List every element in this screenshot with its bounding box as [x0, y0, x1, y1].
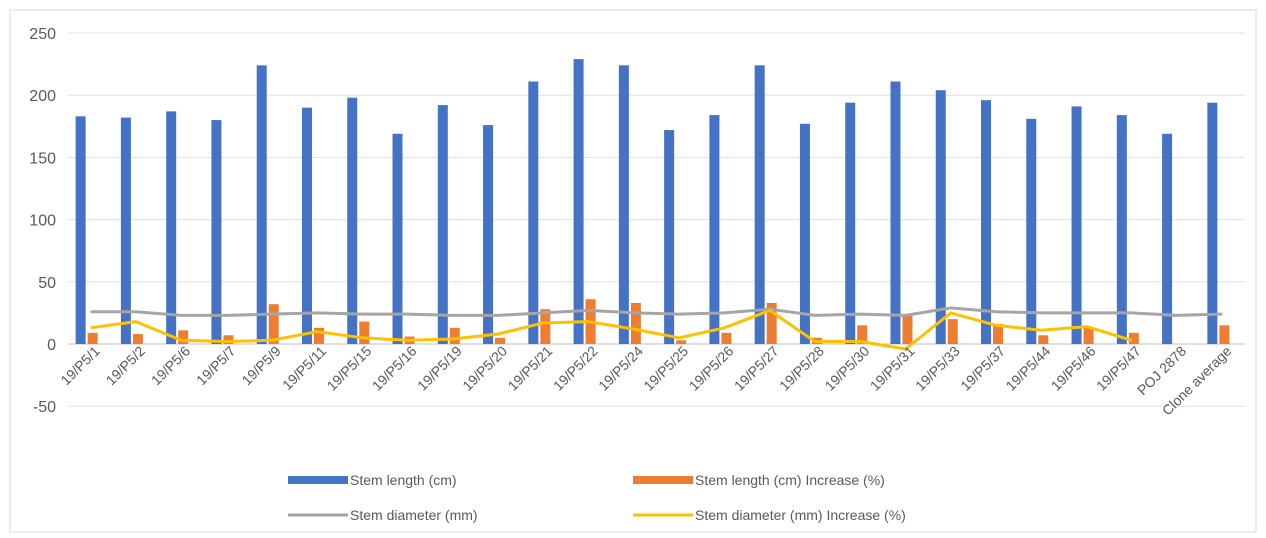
stem-length-increase-bar-2: [132, 334, 143, 344]
legend-item-stem-diameter-increase: Stem diameter (mm) Increase (%): [633, 507, 906, 523]
y-tick-label: 250: [29, 26, 56, 43]
chart-area: [9, 9, 1257, 533]
stem-length-bar-6: [301, 107, 312, 344]
stem-length-bar-25: [1162, 133, 1173, 344]
stem-length-increase-bar-7: [359, 321, 370, 344]
stem-length-increase-bar-14: [676, 340, 687, 344]
stem-length-bar-3: [166, 111, 177, 344]
stem-length-bar-23: [1071, 106, 1082, 345]
stem-length-bar-26: [1207, 102, 1218, 344]
stem-length-bar-16: [754, 65, 765, 345]
stem-length-increase-bar-4: [223, 335, 234, 344]
stem-length-bar-21: [981, 100, 992, 345]
stem-length-bar-17: [799, 123, 810, 344]
stem-length-increase-bar-9: [449, 327, 460, 344]
stem-length-increase-bar-19: [902, 315, 913, 344]
stem-diameter-line: [90, 306, 1223, 317]
stem-length-increase-bar-6: [313, 327, 324, 344]
stem-length-bar-19: [890, 81, 901, 345]
stem-length-bar-15: [709, 115, 720, 344]
legend-item-stem-diameter: Stem diameter (mm): [288, 507, 478, 523]
stem-length-increase-bar-18: [857, 325, 868, 344]
y-tick-label: 100: [29, 213, 56, 230]
stem-length-increase-bar-1: [87, 332, 98, 344]
stem-length-increase-bar-5: [268, 304, 279, 344]
stem-length-bar-8: [392, 133, 403, 344]
legend-swatch-stem-length-increase: [633, 476, 693, 484]
stem-length-increase-bar-21: [993, 324, 1004, 344]
stem-diameter-increase-line: [90, 308, 1133, 351]
stem-length-bar-18: [845, 102, 856, 344]
legend-label-stem-length: Stem length (cm): [350, 472, 457, 488]
stem-length-increase-bar-11: [540, 309, 551, 344]
stem-length-bar-2: [120, 117, 131, 344]
stem-length-bar-24: [1116, 115, 1127, 344]
stem-length-bar-14: [664, 130, 675, 344]
stem-length-increase-bar-22: [1038, 335, 1049, 344]
y-tick-label: 150: [29, 150, 56, 167]
stem-length-increase-bar-26: [1219, 325, 1230, 344]
stem-length-bar-1: [75, 116, 86, 345]
stem-length-increase-bar-13: [630, 302, 641, 344]
stem-length-increase-bar-20: [947, 319, 958, 344]
stem-length-bar-4: [211, 120, 222, 344]
stem-length-increase-bar-15: [721, 332, 732, 344]
legend-label-stem-diameter-increase: Stem diameter (mm) Increase (%): [695, 507, 906, 523]
stem-length-increase-bar-24: [1128, 332, 1139, 344]
y-axis-tick-labels: -50 0 50 100 150 200 250: [29, 26, 56, 416]
stem-length-bar-10: [483, 125, 494, 344]
bar-series: [75, 59, 1230, 345]
stem-length-increase-bar-16: [766, 302, 777, 344]
stem-length-bar-11: [528, 81, 539, 345]
legend-item-stem-length-increase: Stem length (cm) Increase (%): [633, 472, 885, 488]
line-series: [90, 306, 1223, 351]
stem-length-bar-22: [1026, 118, 1037, 344]
y-tick-label: 200: [29, 88, 56, 105]
y-tick-label: 0: [47, 337, 56, 354]
legend-label-stem-length-increase: Stem length (cm) Increase (%): [695, 472, 885, 488]
stem-length-bar-7: [347, 97, 358, 344]
stem-length-bar-13: [618, 65, 629, 345]
stem-length-increase-bar-3: [178, 330, 189, 344]
legend: Stem length (cm) Stem length (cm) Increa…: [288, 472, 906, 523]
stem-length-increase-bar-23: [1083, 327, 1094, 344]
stem-length-bar-5: [256, 65, 267, 345]
legend-swatch-stem-length: [288, 476, 348, 484]
stem-length-bar-12: [573, 59, 584, 345]
legend-item-stem-length: Stem length (cm): [288, 472, 457, 488]
stem-length-bar-20: [935, 90, 946, 344]
stem-length-bar-9: [437, 105, 448, 344]
y-tick-label: -50: [33, 399, 56, 416]
legend-label-stem-diameter: Stem diameter (mm): [350, 507, 478, 523]
stem-length-increase-bar-10: [495, 337, 506, 344]
y-tick-label: 50: [38, 275, 56, 292]
